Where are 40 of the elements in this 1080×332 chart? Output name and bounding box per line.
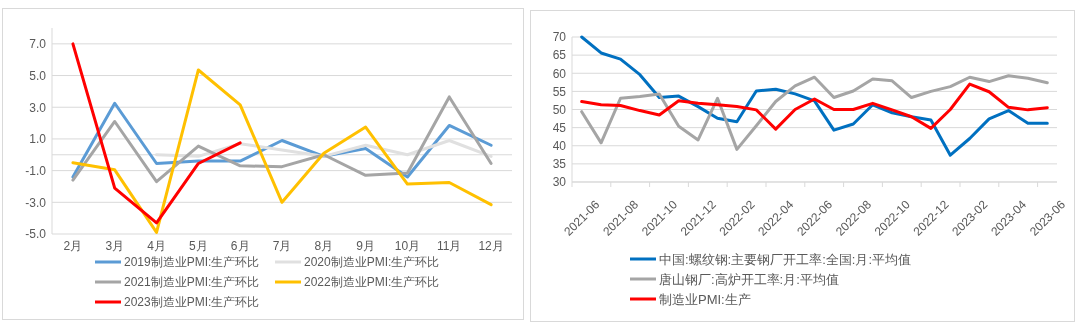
y-tick-label: 7.0 xyxy=(29,37,47,52)
legend-label: 2021制造业PMI:生产环比 xyxy=(124,275,260,290)
y-tick-label: 1.0 xyxy=(29,132,47,147)
y-tick-label: 40 xyxy=(552,139,567,154)
y-tick-label: -1.0 xyxy=(25,163,47,178)
legend-label: 2023制造业PMI:生产环比 xyxy=(124,295,260,310)
y-tick-label: 55 xyxy=(552,84,567,99)
legend-label: 中国:螺纹钢:主要钢厂开工率:全国:月:平均值 xyxy=(659,251,912,267)
line-series xyxy=(71,68,493,234)
y-tick-label: 70 xyxy=(552,30,567,45)
y-tick-label: -3.0 xyxy=(25,195,47,210)
line-series xyxy=(71,42,242,225)
y-tick-label: 30 xyxy=(552,175,567,190)
x-tick-label: 3月 xyxy=(105,239,125,253)
y-tick-label: 5.0 xyxy=(29,68,47,83)
x-tick-label: 4月 xyxy=(147,239,166,253)
legend-label: 2022制造业PMI:生产环比 xyxy=(304,275,440,290)
y-tick-label: 50 xyxy=(552,102,567,117)
x-tick-label: 7月 xyxy=(272,239,292,253)
x-tick-label: 2月 xyxy=(63,239,83,253)
legend-label: 2020制造业PMI:生产环比 xyxy=(304,255,440,270)
x-tick-label: 6月 xyxy=(230,239,250,253)
y-tick-label: 3.0 xyxy=(29,100,47,115)
line-series xyxy=(580,82,1049,131)
x-tick-label: 9月 xyxy=(356,239,375,253)
legend-label: 唐山钢厂:高炉开工率:月:平均值 xyxy=(659,271,839,287)
y-tick-label: 65 xyxy=(552,48,567,63)
legend-label: 2019制造业PMI:生产环比 xyxy=(124,255,260,270)
y-tick-label: 60 xyxy=(552,66,567,81)
x-tick-label: 10月 xyxy=(394,239,421,253)
y-tick-label: 45 xyxy=(552,120,567,135)
y-tick-label: 35 xyxy=(552,157,567,172)
line-series xyxy=(580,74,1049,151)
y-tick-label: -5.0 xyxy=(25,227,47,242)
x-tick-label: 12月 xyxy=(478,239,504,253)
x-tick-label: 11月 xyxy=(437,239,462,253)
x-tick-label: 8月 xyxy=(314,239,334,253)
legend-label: 制造业PMI:生产 xyxy=(659,291,751,307)
x-tick-label: 5月 xyxy=(189,239,208,253)
line-series xyxy=(580,35,1049,157)
